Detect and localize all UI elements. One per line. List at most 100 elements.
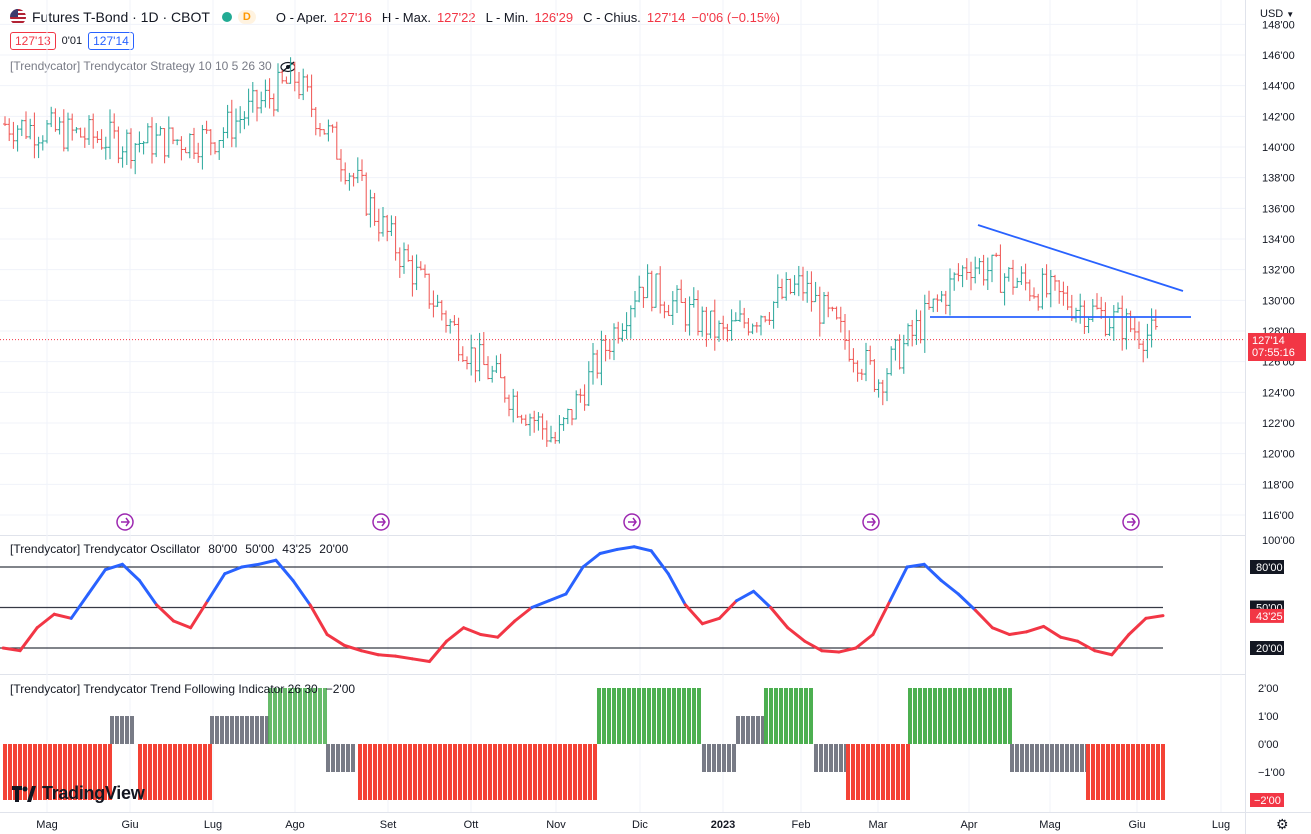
buy-button[interactable]: 127'14 bbox=[88, 32, 134, 50]
trend-bar bbox=[273, 688, 277, 744]
trend-bar bbox=[230, 716, 234, 744]
trend-bar bbox=[913, 688, 917, 744]
trend-bar bbox=[1008, 688, 1012, 744]
price-axis-label: 120'00 bbox=[1262, 449, 1295, 461]
osc-line-segment bbox=[513, 606, 534, 623]
price-axis-separator bbox=[1245, 0, 1246, 834]
trend-bar bbox=[255, 716, 259, 744]
trend-bar bbox=[851, 744, 855, 800]
currency-selector[interactable]: USD ▼ bbox=[1260, 8, 1294, 20]
trend-bar bbox=[652, 688, 656, 744]
osc-line-segment bbox=[1093, 649, 1114, 657]
trend-bar bbox=[702, 744, 706, 772]
last-price-value: 127'14 bbox=[1252, 335, 1285, 347]
trend-bar bbox=[153, 744, 157, 800]
osc-axis-label: 100'00 bbox=[1262, 535, 1295, 547]
trend-bar bbox=[83, 744, 87, 800]
sell-button[interactable]: 127'13 bbox=[10, 32, 56, 50]
trend-bar bbox=[323, 688, 327, 744]
osc-line-segment bbox=[325, 633, 346, 647]
strategy-legend[interactable]: [Trendycator] Trendycator Strategy 10 10… bbox=[10, 59, 296, 73]
trend-bar bbox=[23, 744, 27, 800]
gear-icon[interactable]: ⚙ bbox=[1276, 816, 1289, 832]
osc-line-segment bbox=[69, 592, 90, 620]
trend-bar bbox=[433, 744, 437, 800]
trend-bar bbox=[98, 744, 102, 800]
time-axis-label: Mar bbox=[869, 819, 888, 831]
arrow-right-icon bbox=[628, 517, 637, 527]
trend-bar bbox=[453, 744, 457, 800]
spread-value: 0'01 bbox=[61, 35, 83, 47]
trend-bar bbox=[607, 688, 611, 744]
osc-line-segment bbox=[240, 562, 261, 569]
trend-bar bbox=[73, 744, 77, 800]
trend-bar bbox=[245, 716, 249, 744]
osc-line-segment bbox=[189, 599, 210, 630]
trend-bar bbox=[953, 688, 957, 744]
trend-axis-label: −1'00 bbox=[1258, 767, 1285, 779]
osc-current: 43'25 bbox=[282, 542, 312, 556]
symbol-legend[interactable]: Futures T-Bond · 1D · CBOT D O - Aper. 1… bbox=[10, 9, 780, 25]
time-axis-separator bbox=[0, 812, 1311, 813]
osc-level-tag bbox=[1250, 641, 1284, 655]
trend-bar bbox=[901, 744, 905, 800]
trend-bar bbox=[303, 688, 307, 744]
osc-line-segment bbox=[1144, 614, 1165, 620]
oscillator-legend[interactable]: [Trendycator] Trendycator Oscillator 80'… bbox=[10, 542, 348, 556]
time-axis-label: Mag bbox=[36, 819, 57, 831]
trend-bar bbox=[188, 744, 192, 800]
trend-bar bbox=[632, 688, 636, 744]
trend-bar bbox=[1121, 744, 1125, 800]
trend-bar bbox=[493, 744, 497, 800]
trend-bar bbox=[662, 688, 666, 744]
trend-bar bbox=[173, 744, 177, 800]
trend-bar bbox=[398, 744, 402, 800]
pane-separator-1[interactable] bbox=[0, 535, 1245, 536]
trend-bar bbox=[722, 744, 726, 772]
trend-bar bbox=[158, 744, 162, 800]
trend-bar bbox=[110, 716, 114, 744]
trend-bar bbox=[351, 744, 355, 772]
time-axis-label: Ott bbox=[464, 819, 479, 831]
osc-line-segment bbox=[137, 579, 159, 607]
trend-legend[interactable]: [Trendycator] Trendycator Trend Followin… bbox=[10, 682, 355, 696]
pane-separator-2[interactable] bbox=[0, 674, 1245, 675]
osc-line-segment bbox=[905, 562, 926, 569]
trend-bar bbox=[508, 744, 512, 800]
trend-bar bbox=[143, 744, 147, 800]
trend-bar bbox=[368, 744, 372, 800]
osc-line-segment bbox=[86, 568, 107, 596]
trend-bar bbox=[215, 716, 219, 744]
time-axis-label: Nov bbox=[546, 819, 566, 831]
trend-bar bbox=[250, 716, 254, 744]
osc-current-tag bbox=[1250, 608, 1284, 623]
trend-bar bbox=[908, 688, 912, 744]
osc-line-segment bbox=[462, 626, 483, 636]
symbol-title[interactable]: Futures T-Bond · 1D · CBOT bbox=[32, 9, 210, 25]
trend-bar bbox=[583, 744, 587, 800]
trend-bar bbox=[1111, 744, 1115, 800]
trend-bar bbox=[33, 744, 37, 800]
trend-bar bbox=[819, 744, 823, 772]
price-axis-label: 144'00 bbox=[1262, 81, 1295, 93]
osc-line-segment bbox=[445, 626, 466, 643]
trend-bar bbox=[178, 744, 182, 800]
osc-line-segment bbox=[717, 599, 739, 620]
trend-bar bbox=[861, 744, 865, 800]
ohlc-close: 127'14 bbox=[646, 9, 686, 25]
tradingview-logo[interactable]: TradingView bbox=[12, 783, 145, 804]
trend-bar bbox=[573, 744, 577, 800]
trend-bar bbox=[326, 744, 330, 772]
trend-bar bbox=[799, 688, 803, 744]
trend-bar bbox=[558, 744, 562, 800]
trend-bar bbox=[138, 744, 142, 800]
time-axis-label: Set bbox=[380, 819, 397, 831]
trend-bar bbox=[120, 716, 124, 744]
osc-line-segment bbox=[35, 612, 56, 630]
market-status-badge[interactable]: D bbox=[237, 10, 256, 24]
trend-bar bbox=[383, 744, 387, 800]
trend-bar bbox=[403, 744, 407, 800]
osc-line-segment bbox=[257, 558, 278, 566]
price-axis-label: 148'00 bbox=[1262, 19, 1295, 31]
